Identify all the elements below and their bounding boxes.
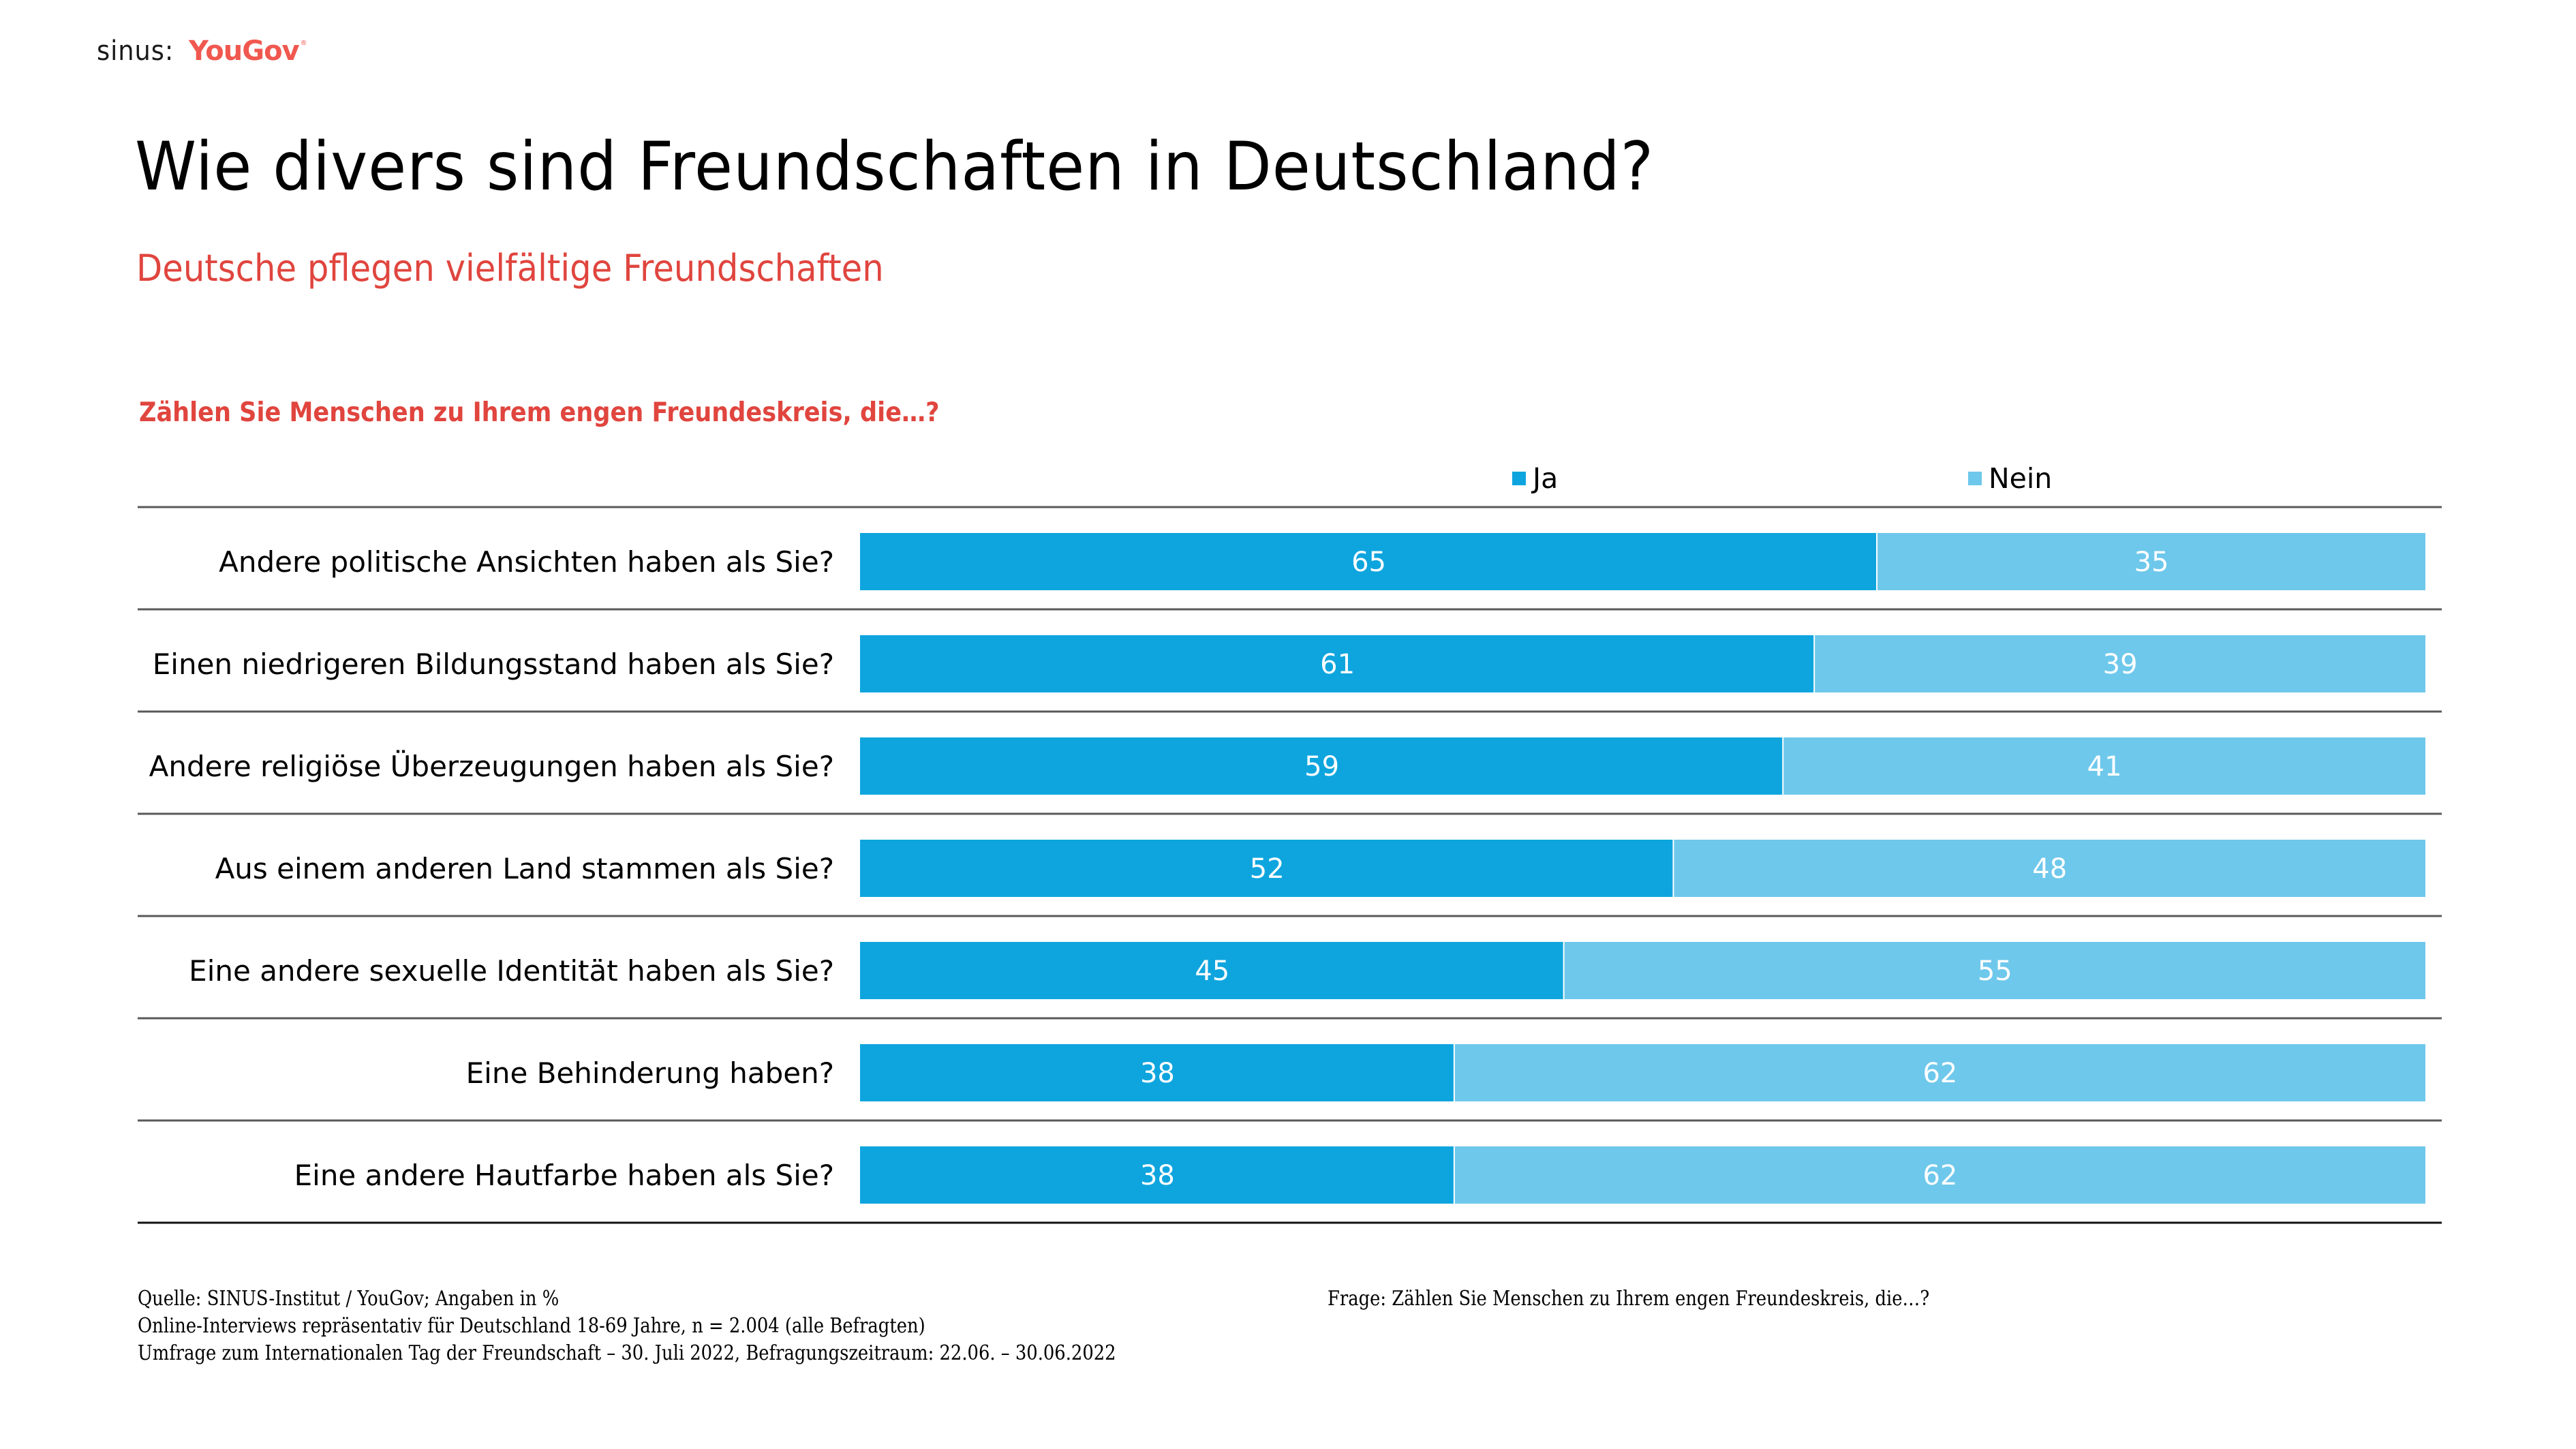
category-label: Einen niedrigeren Bildungsstand haben al… [153,647,834,681]
category-label: Andere politische Ansichten haben als Si… [219,545,834,579]
data-label-nein: 35 [2134,547,2169,578]
category-label: Eine andere sexuelle Identität haben als… [189,954,834,988]
bar-segment-nein [1454,1146,2425,1204]
legend-label-ja: Ja [1533,462,1559,495]
sinus-yougov-logo: sinus: YouGov ® [97,35,307,76]
data-label-nein: 48 [2032,853,2067,885]
page-subtitle: Deutsche pflegen vielfältige Freundschaf… [136,247,884,290]
bar-segment-nein [1674,840,2425,897]
question-note: Frage: Zählen Sie Menschen zu Ihrem enge… [1328,1287,1930,1311]
sinus-logo-text: sinus: [97,35,174,67]
sample-line: Online-Interviews repräsentativ für Deut… [138,1314,925,1338]
data-label-nein: 62 [1922,1058,1957,1089]
bar-segment-nein [1815,635,2425,692]
bar-segment-ja [860,840,1673,897]
data-label-nein: 62 [1922,1160,1957,1191]
category-label: Eine Behinderung haben? [466,1056,834,1090]
bar-segment-nein [1783,737,2425,795]
chart-title: Zählen Sie Menschen zu Ihrem engen Freun… [139,397,940,428]
data-label-ja: 52 [1250,853,1285,885]
source-notes: Quelle: SINUS-Institut / YouGov; Angaben… [138,1285,1116,1367]
bar-segment-nein [1564,942,2425,999]
bar-segment-nein [1454,1044,2425,1101]
page-title: Wie divers sind Freundschaften in Deutsc… [135,128,1655,206]
category-label: Eine andere Hautfarbe haben als Sie? [294,1159,834,1192]
category-label: Aus einem anderen Land stammen als Sie? [215,852,834,885]
data-label-nein: 39 [2103,649,2138,680]
data-label-nein: 55 [1978,956,2012,987]
legend-label-nein: Nein [1989,462,2053,495]
bar-segment-ja [860,1146,1454,1204]
bar-segment-ja [860,533,1877,590]
data-label-ja: 65 [1351,547,1386,578]
legend-item-ja: Ja [1512,462,1559,495]
legend-swatch-nein [1968,472,1982,485]
data-label-ja: 61 [1320,649,1355,680]
data-label-nein: 41 [2087,751,2122,782]
data-label-ja: 45 [1195,956,1229,987]
survey-period-line: Umfrage zum Internationalen Tag der Freu… [138,1341,1116,1365]
source-line: Quelle: SINUS-Institut / YouGov; Angaben… [138,1287,559,1311]
category-label: Andere religiöse Überzeugungen haben als… [149,749,834,783]
bar-segment-nein [1877,533,2425,590]
bar-segment-ja [860,1044,1454,1101]
legend-item-nein: Nein [1968,462,2053,495]
bar-segment-ja [860,737,1783,795]
data-label-ja: 38 [1140,1160,1175,1191]
yougov-logo-text: YouGov [188,35,300,67]
registered-mark-icon: ® [300,40,307,47]
legend-swatch-ja [1512,472,1526,485]
bar-segment-ja [860,635,1814,692]
bar-segment-ja [860,942,1563,999]
data-label-ja: 38 [1140,1058,1175,1089]
data-label-ja: 59 [1304,751,1339,782]
